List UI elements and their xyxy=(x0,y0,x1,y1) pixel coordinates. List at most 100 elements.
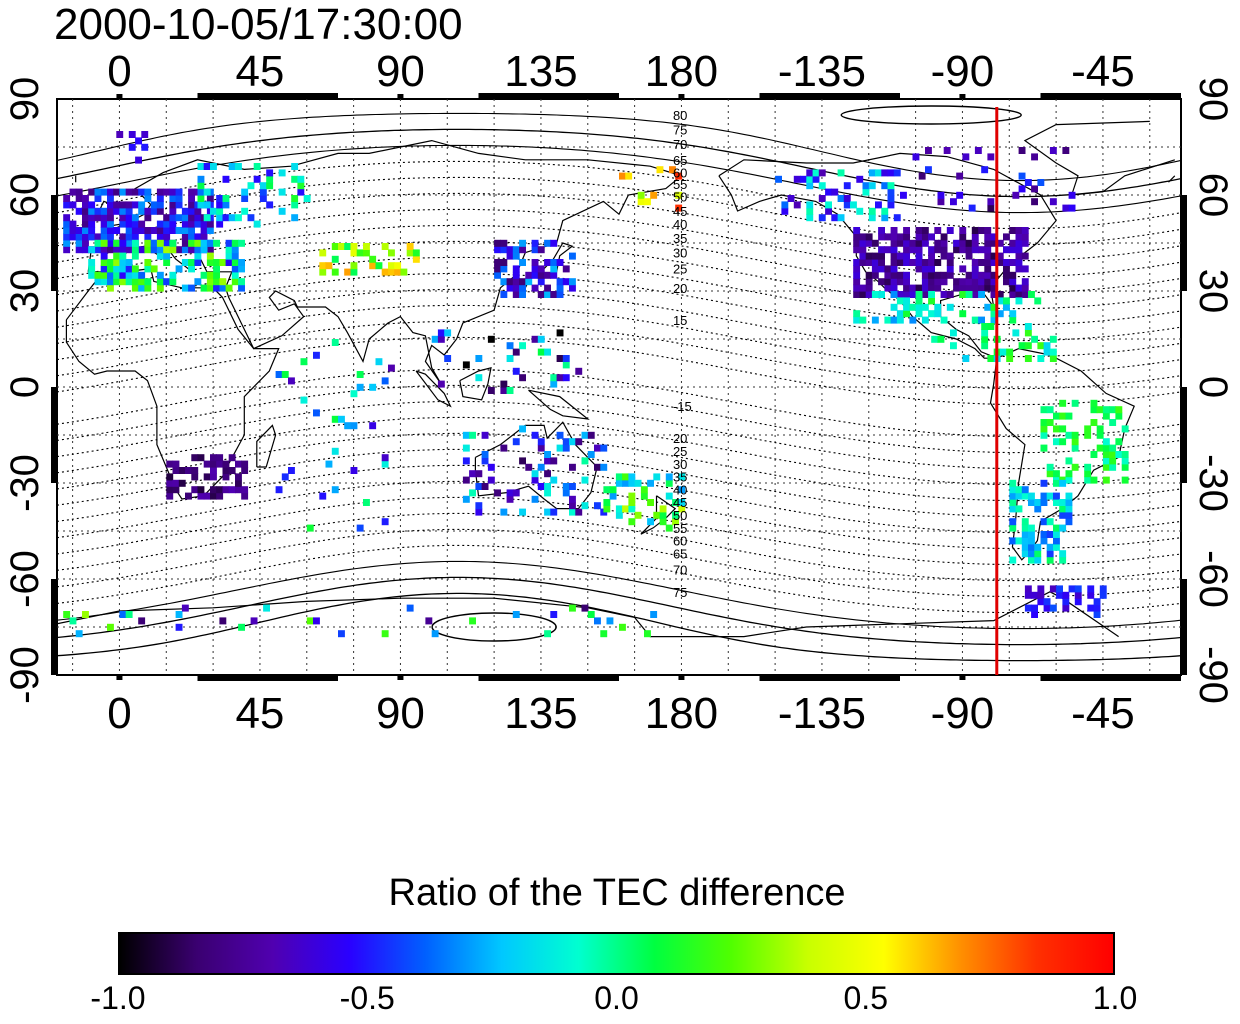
tec-cell xyxy=(197,163,205,170)
tec-cell xyxy=(915,284,923,292)
tec-cell xyxy=(562,265,570,273)
tec-cell xyxy=(1040,444,1048,452)
tec-cell xyxy=(222,214,230,222)
tec-cell xyxy=(163,214,171,222)
tec-cell xyxy=(138,246,146,254)
tec-cell xyxy=(850,201,857,209)
tec-cell xyxy=(194,259,202,266)
tec-cell xyxy=(981,323,989,330)
tec-cell xyxy=(107,214,114,222)
tec-cell xyxy=(1024,342,1032,350)
tec-cell xyxy=(1015,252,1023,260)
tec-cell xyxy=(978,227,985,234)
tec-cell xyxy=(82,201,89,209)
tec-cell xyxy=(216,214,224,222)
tec-cell xyxy=(107,246,114,254)
tec-cell xyxy=(69,220,77,228)
tec-cell xyxy=(1102,476,1110,484)
tec-cell xyxy=(950,329,957,337)
tec-cell xyxy=(107,278,114,286)
tec-cell xyxy=(1034,297,1042,305)
tec-cell xyxy=(1053,425,1060,433)
tec-cell xyxy=(978,271,985,279)
tec-cell xyxy=(469,470,476,478)
tec-cell xyxy=(1053,531,1060,538)
tec-cell xyxy=(210,207,217,215)
tec-cell xyxy=(853,271,861,279)
tec-cell xyxy=(1021,537,1029,545)
tec-cell xyxy=(107,239,114,247)
tec-cell xyxy=(253,220,261,228)
tec-cell xyxy=(291,214,299,222)
tec-cell xyxy=(881,214,889,222)
tec-cell xyxy=(350,243,358,250)
tec-cell xyxy=(69,201,77,209)
tec-cell xyxy=(1015,291,1023,298)
tec-cell xyxy=(131,227,139,234)
bottom-longitude-label: -45 xyxy=(1071,689,1135,738)
tec-cell xyxy=(219,617,227,625)
tec-cell xyxy=(1009,505,1017,513)
tec-cell xyxy=(291,175,299,183)
tec-cell xyxy=(859,316,867,324)
tec-cell xyxy=(921,284,929,292)
tec-cell xyxy=(987,355,995,362)
tec-cell xyxy=(1093,604,1101,612)
tec-cell xyxy=(675,191,683,199)
tec-cell xyxy=(191,486,199,494)
tec-cell xyxy=(203,163,211,170)
tec-cell xyxy=(125,188,133,196)
tec-cell xyxy=(125,201,133,209)
bottom-longitude-label: 180 xyxy=(645,689,718,738)
tec-cell xyxy=(918,172,926,180)
tec-cell xyxy=(544,271,551,279)
tec-cell xyxy=(172,479,180,487)
top-longitude-label: -135 xyxy=(778,47,866,96)
tec-cell xyxy=(1059,399,1067,407)
tec-cell xyxy=(306,524,314,532)
tec-cell xyxy=(1093,598,1101,606)
colorbar-tick-label: -0.5 xyxy=(339,980,395,1016)
tec-cell xyxy=(381,518,389,526)
contour-label: 40 xyxy=(673,217,687,232)
tec-cell xyxy=(222,486,230,494)
tec-cell xyxy=(903,227,910,234)
tec-cell xyxy=(865,252,873,260)
tec-cell xyxy=(500,259,508,266)
tec-cell xyxy=(163,259,171,266)
contour-label: 40 xyxy=(673,482,687,497)
contour-label: 45 xyxy=(673,204,687,219)
tec-cell xyxy=(75,195,83,202)
tec-cell xyxy=(544,630,551,638)
tec-cell xyxy=(300,396,308,404)
tec-cell xyxy=(1121,451,1129,458)
tec-cell xyxy=(965,284,973,292)
colorbar-title: Ratio of the TEC difference xyxy=(388,872,846,914)
tec-cell xyxy=(119,220,127,228)
tec-cell xyxy=(125,227,133,234)
tec-cell xyxy=(331,243,339,250)
tec-cell xyxy=(781,201,789,209)
tec-cell xyxy=(363,499,370,506)
tec-cell xyxy=(100,278,108,286)
tec-cell xyxy=(1031,604,1038,612)
contour-line xyxy=(57,576,1181,646)
tec-cell xyxy=(437,329,445,337)
contour-line xyxy=(57,304,1181,374)
tec-cell xyxy=(144,188,152,196)
tec-cell xyxy=(350,422,358,430)
tec-cell xyxy=(940,271,948,279)
tec-cell xyxy=(253,175,261,183)
tec-cell xyxy=(806,207,814,215)
tec-cell xyxy=(238,259,245,266)
tec-cell xyxy=(494,265,501,273)
tec-cell xyxy=(475,355,483,362)
tec-cell xyxy=(1009,492,1017,500)
tec-cell xyxy=(1015,486,1023,494)
bottom-longitude-label: 135 xyxy=(504,689,577,738)
tec-cell xyxy=(650,191,658,199)
tec-cell xyxy=(94,214,102,222)
tec-cell xyxy=(487,463,495,471)
tec-cell xyxy=(169,188,177,196)
tec-cell xyxy=(344,243,352,250)
